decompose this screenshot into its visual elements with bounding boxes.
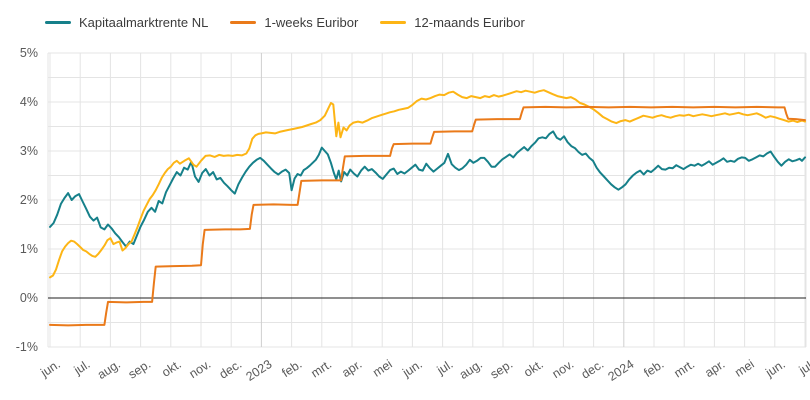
y-tick-label: 1% bbox=[19, 242, 38, 256]
y-tick-label: 5% bbox=[19, 46, 38, 60]
legend-item-12-maands-euribor[interactable]: 12-maands Euribor bbox=[380, 15, 525, 30]
legend: Kapitaalmarktrente NL 1-weeks Euribor 12… bbox=[45, 15, 525, 30]
teal-line-swatch-icon bbox=[45, 21, 71, 24]
y-tick-label: 3% bbox=[19, 144, 38, 158]
y-tick-label: 4% bbox=[19, 95, 38, 109]
legend-item-1-weeks-euribor[interactable]: 1-weeks Euribor bbox=[230, 15, 358, 30]
legend-label: 1-weeks Euribor bbox=[264, 15, 359, 30]
y-tick-label: 2% bbox=[19, 193, 38, 207]
legend-label: Kapitaalmarktrente NL bbox=[79, 15, 209, 30]
orange-line-swatch-icon bbox=[230, 21, 257, 24]
y-tick-label: 0% bbox=[19, 291, 38, 305]
yellow-line-swatch-icon bbox=[380, 21, 407, 24]
legend-item-kapitaalmarktrente-nl[interactable]: Kapitaalmarktrente NL bbox=[45, 15, 208, 30]
y-tick-label: -1% bbox=[15, 340, 38, 354]
legend-label: 12-maands Euribor bbox=[414, 15, 525, 30]
